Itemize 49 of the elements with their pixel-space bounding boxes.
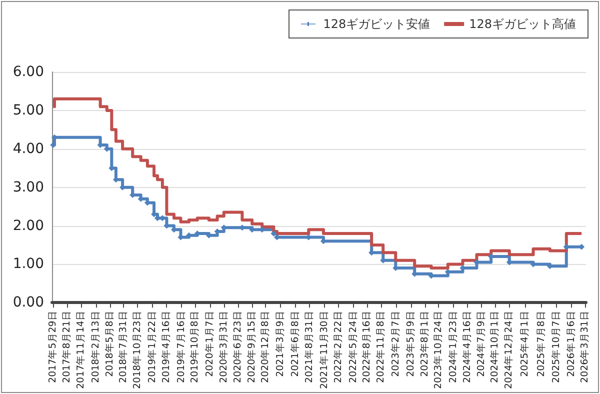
legend-label: 128ギガビット安値 — [323, 17, 430, 31]
x-tick-label: 2024年7月9日 — [474, 310, 487, 377]
x-tick-label: 2023年10月24日 — [432, 310, 444, 390]
legend-label: 128ギガビット高値 — [469, 17, 576, 31]
x-tick-label: 2018年2月13日 — [90, 310, 102, 383]
y-tick-label: 0.00 — [12, 294, 44, 311]
y-tick-label: 3.00 — [12, 179, 44, 196]
x-tick-label: 2020年1月7日 — [204, 310, 216, 377]
x-tick-label: 2025年7月8日 — [534, 310, 547, 377]
x-tick-label: 2017年11月14日 — [74, 310, 87, 390]
y-tick-label: 1.00 — [12, 256, 44, 272]
x-tick-label: 2024年12月24日 — [502, 310, 515, 390]
x-tick-label: 2021年11月30日 — [318, 310, 330, 390]
x-tick-label: 2024年4月16日 — [461, 310, 473, 383]
x-tick-label: 2023年8月1日 — [418, 310, 430, 377]
y-tick-label: 2.00 — [12, 218, 44, 234]
x-tick-label: 2019年4月16日 — [160, 310, 172, 383]
x-tick-label: 2026年1月6日 — [564, 310, 577, 377]
x-tick-label: 2025年10月7日 — [550, 310, 562, 383]
y-tick-label: 4.00 — [12, 140, 44, 157]
x-tick-label: 2023年2月7日 — [389, 310, 402, 377]
x-tick-label: 2022年5月24日 — [346, 310, 359, 383]
x-tick-label: 2021年3月9日 — [274, 310, 286, 377]
x-tick-label: 2026年3月31日 — [578, 310, 591, 383]
x-tick-label: 2022年2月22日 — [332, 310, 344, 383]
x-tick-label: 2022年8月16日 — [360, 310, 373, 383]
x-tick-label: 2019年7月16日 — [174, 310, 187, 383]
x-tick-label: 2023年5月9日 — [404, 310, 416, 377]
x-tick-label: 2019年10月8日 — [188, 310, 201, 383]
x-tick-label: 2017年5月29日 — [46, 310, 59, 383]
x-tick-label: 2018年5月8日 — [103, 310, 116, 377]
x-tick-label: 2020年12月8日 — [259, 310, 272, 383]
x-tick-label: 2021年6月8日 — [289, 310, 302, 377]
y-tick-label: 6.00 — [12, 64, 44, 80]
point — [270, 230, 277, 236]
x-tick-label: 2018年10月23日 — [131, 310, 144, 390]
x-tick-label: 2020年6月23日 — [231, 310, 244, 383]
x-tick-label: 2020年9月15日 — [245, 310, 258, 383]
x-tick-label: 2020年3月31日 — [218, 310, 230, 383]
x-tick-label: 2019年1月22日 — [146, 310, 158, 383]
x-tick-label: 2018年7月31日 — [117, 310, 130, 383]
point — [50, 142, 56, 148]
x-tick-label: 2024年10月1日 — [488, 310, 501, 383]
x-tick-label: 2017年8月21日 — [60, 310, 72, 383]
x-tick-label: 2021年8月31日 — [302, 310, 315, 383]
x-tick-label: 2022年11月8日 — [374, 310, 386, 383]
x-tick-label: 2024年1月23日 — [447, 310, 460, 383]
y-tick-label: 5.00 — [12, 102, 44, 118]
x-tick-label: 2025年4月1日 — [518, 310, 531, 377]
